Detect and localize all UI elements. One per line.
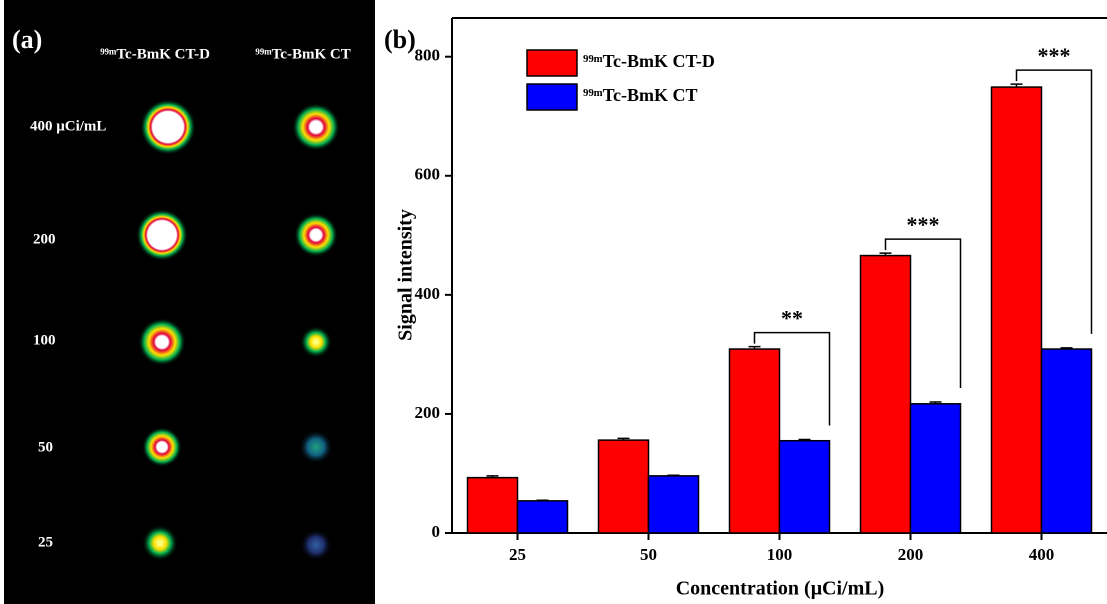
panel-label: (b) [384,25,416,54]
row-label: 100 [33,332,56,348]
significance-label: *** [1038,43,1071,68]
spot [138,318,186,366]
x-tick-label: 200 [898,545,924,564]
y-tick-label: 0 [432,522,441,541]
x-axis-title: Concentration (μCi/mL) [676,578,885,600]
spot [300,326,332,358]
x-tick-label: 100 [767,545,793,564]
y-tick-label: 400 [415,284,441,303]
y-axis-title: Signal intensity [395,209,417,341]
row-label: 25 [38,534,53,550]
legend-label: ⁹⁹ᵐTc-BmK CT [583,85,698,105]
x-tick-label: 400 [1029,545,1055,564]
legend-swatch [527,84,577,110]
y-tick-label: 800 [415,46,441,65]
bar [468,478,518,533]
spot [142,525,178,561]
spot [299,430,333,464]
x-tick-label: 50 [640,545,657,564]
spot [136,209,188,261]
column-header: ⁹⁹ᵐTc-BmK CT-D [100,46,210,62]
y-tick-label: 200 [415,403,441,422]
bar-chart: (b) Signal intensity Concentration (μCi/… [384,18,1107,600]
y-tick-label: 600 [415,165,441,184]
row-label: 400 μCi/mL [30,118,106,134]
significance-label: *** [907,212,940,237]
column-header: ⁹⁹ᵐTc-BmK CT [255,46,350,62]
bar [861,256,911,533]
spot [140,99,196,155]
error-bar [668,475,680,476]
bar [992,87,1042,533]
bar [730,349,780,533]
row-label: 200 [33,231,56,247]
spot [300,529,332,561]
row-label: 50 [38,439,53,455]
bar [649,476,699,533]
figure: (a) ⁹⁹ᵐTc-BmK CT-D ⁹⁹ᵐTc-BmK CT 400 μCi/… [0,0,1107,604]
bar [1042,349,1092,533]
panel-label: (a) [12,25,42,54]
legend-label: ⁹⁹ᵐTc-BmK CT-D [583,51,715,71]
image-background [4,0,375,604]
spot [294,213,338,257]
bar [599,440,649,533]
bar [780,441,830,533]
image-panel: (a) ⁹⁹ᵐTc-BmK CT-D ⁹⁹ᵐTc-BmK CT 400 μCi/… [4,0,375,604]
spot [292,103,340,151]
legend-swatch [527,50,577,76]
error-bar [537,500,549,501]
significance-label: ** [781,306,803,331]
bar [518,501,568,533]
spot [142,427,182,467]
bar [911,404,961,533]
x-tick-label: 25 [509,545,526,564]
